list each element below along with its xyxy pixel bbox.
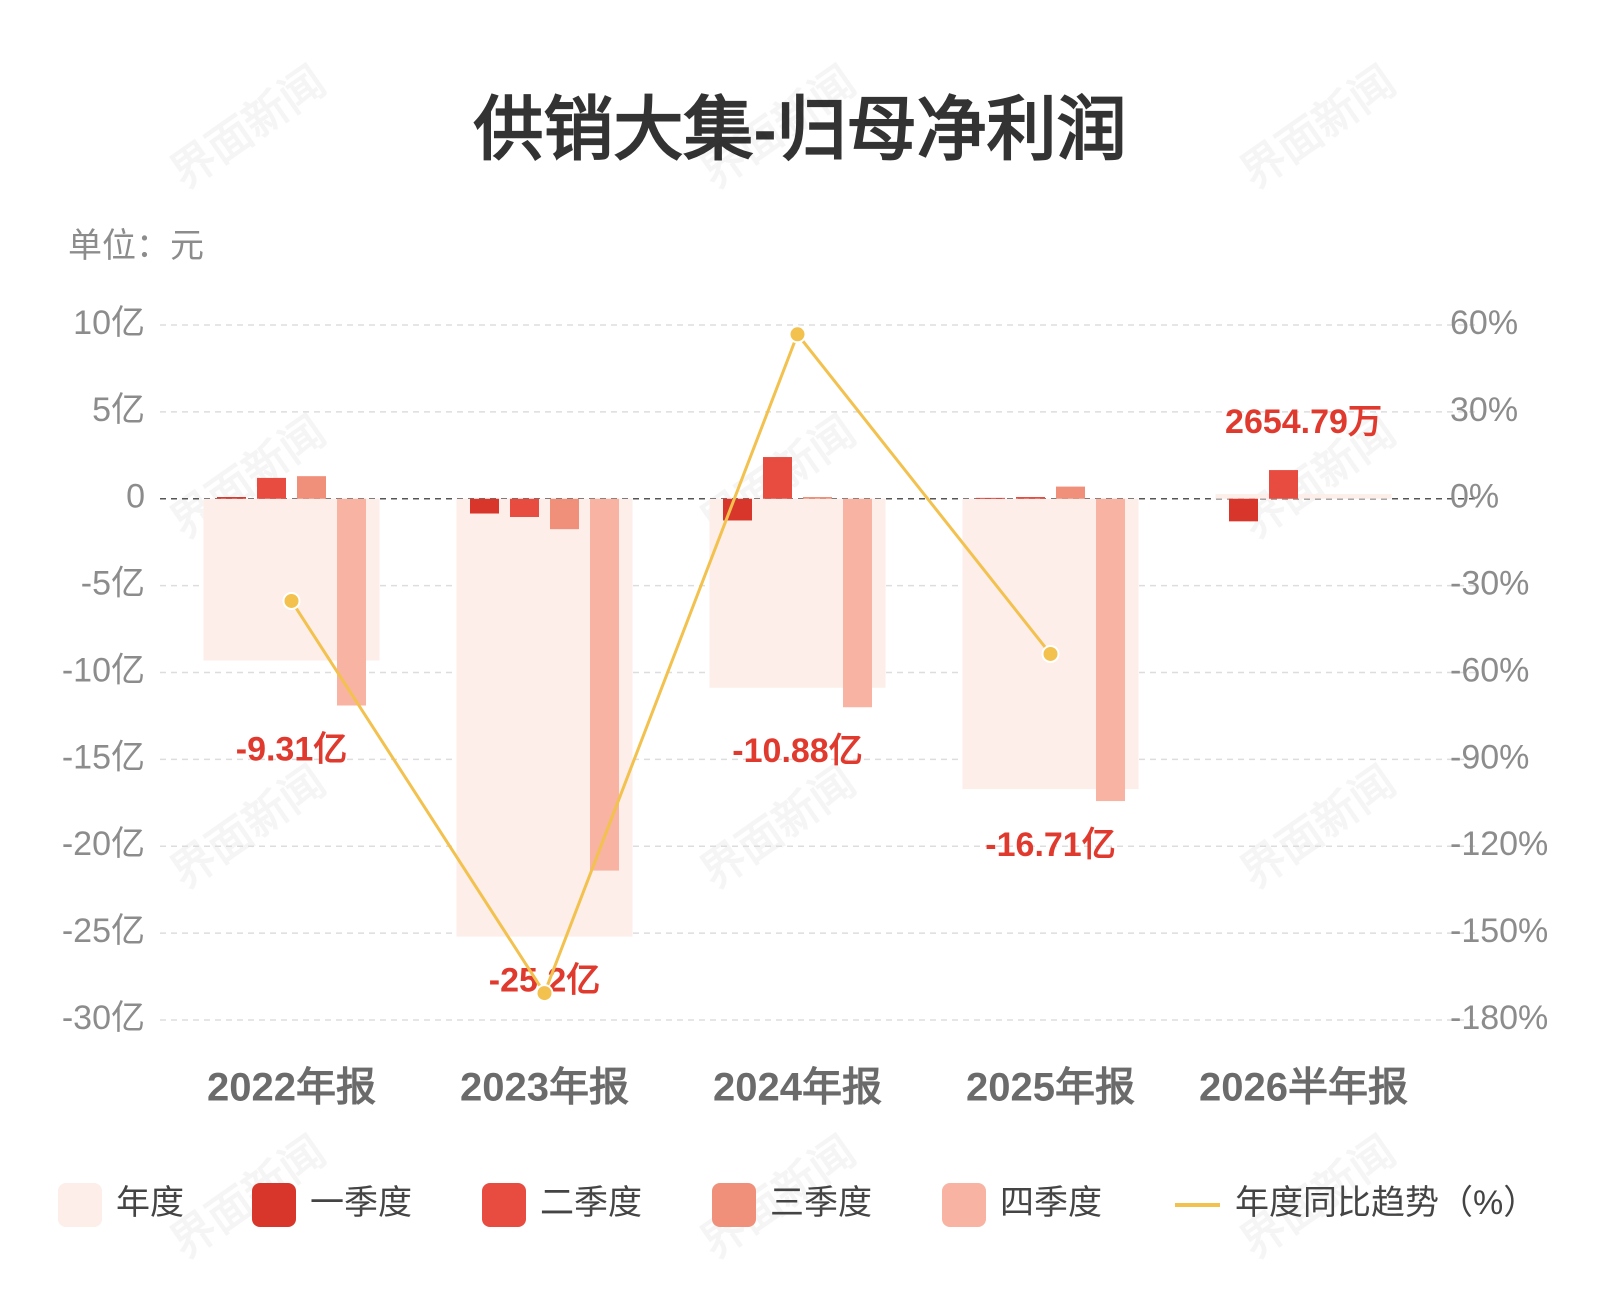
bar <box>470 498 499 514</box>
value-label: -16.71亿 <box>985 826 1115 864</box>
value-label: -10.88亿 <box>732 732 862 770</box>
bar <box>257 477 286 499</box>
y2-tick-label: 0% <box>1450 478 1499 516</box>
watermark: 界面新闻 <box>1232 757 1404 898</box>
legend-swatch <box>942 1183 986 1227</box>
trend-point <box>788 325 807 344</box>
bar <box>763 457 792 499</box>
legend-swatch <box>482 1183 526 1227</box>
trend-point <box>282 591 301 610</box>
x-tick-label: 2022年报 <box>207 1066 376 1110</box>
y2-tick-label: -90% <box>1450 738 1529 776</box>
bar <box>1016 497 1045 499</box>
bar <box>1215 494 1392 499</box>
y-tick-label: 5亿 <box>92 391 145 429</box>
trend-point <box>1041 644 1060 663</box>
bar <box>550 498 579 530</box>
watermark: 界面新闻 <box>162 1127 334 1268</box>
value-label: -9.31亿 <box>236 730 348 768</box>
y-tick-label: 0 <box>126 478 145 516</box>
bar <box>843 498 872 708</box>
y2-tick-label: -120% <box>1450 825 1548 863</box>
x-tick-label: 2023年报 <box>460 1066 629 1110</box>
y-tick-label: -10亿 <box>62 651 145 689</box>
bar <box>803 497 832 499</box>
y2-tick-label: 60% <box>1450 304 1518 342</box>
legend-label: 二季度 <box>540 1184 642 1222</box>
y2-tick-label: 30% <box>1450 391 1518 429</box>
y2-tick-label: -150% <box>1450 912 1548 950</box>
bar <box>1096 498 1125 802</box>
legend-label: 三季度 <box>770 1184 872 1222</box>
legend-swatch <box>58 1183 102 1227</box>
legend-swatch <box>712 1183 756 1227</box>
y-tick-label: 10亿 <box>73 304 145 342</box>
bar <box>510 498 539 517</box>
legend-label: 一季度 <box>310 1184 412 1222</box>
bar <box>297 476 326 499</box>
bar <box>1229 498 1258 522</box>
value-label: 2654.79万 <box>1225 403 1382 441</box>
y-tick-label: -30亿 <box>62 999 145 1037</box>
bar <box>976 497 1005 499</box>
legend-label: 四季度 <box>1000 1184 1102 1222</box>
bar <box>337 498 366 706</box>
trend-line <box>290 331 1052 997</box>
watermark: 界面新闻 <box>162 57 334 198</box>
chart-title: 供销大集-归母净利润 <box>473 90 1126 168</box>
y2-tick-label: -60% <box>1450 651 1529 689</box>
bar <box>1056 486 1085 499</box>
watermark: 界面新闻 <box>162 757 334 898</box>
unit-label: 单位：元 <box>68 227 204 265</box>
y-tick-label: -20亿 <box>62 825 145 863</box>
y-tick-label: -5亿 <box>81 565 145 603</box>
bar <box>590 498 619 871</box>
legend-swatch <box>252 1183 296 1227</box>
y2-tick-label: -30% <box>1450 565 1529 603</box>
trend-point <box>535 984 554 1003</box>
y-tick-label: -25亿 <box>62 912 145 950</box>
y2-tick-label: -180% <box>1450 999 1548 1037</box>
bar <box>1269 470 1298 499</box>
watermark: 界面新闻 <box>692 757 864 898</box>
bar <box>723 498 752 521</box>
x-tick-label: 2024年报 <box>713 1066 882 1110</box>
watermark: 界面新闻 <box>1232 57 1404 198</box>
legend-label: 年度 <box>116 1184 184 1222</box>
y-tick-label: -15亿 <box>62 738 145 776</box>
bar <box>217 497 246 499</box>
x-tick-label: 2026半年报 <box>1199 1066 1408 1110</box>
x-tick-label: 2025年报 <box>966 1066 1135 1110</box>
legend-label: 年度同比趋势（%） <box>1235 1184 1537 1222</box>
